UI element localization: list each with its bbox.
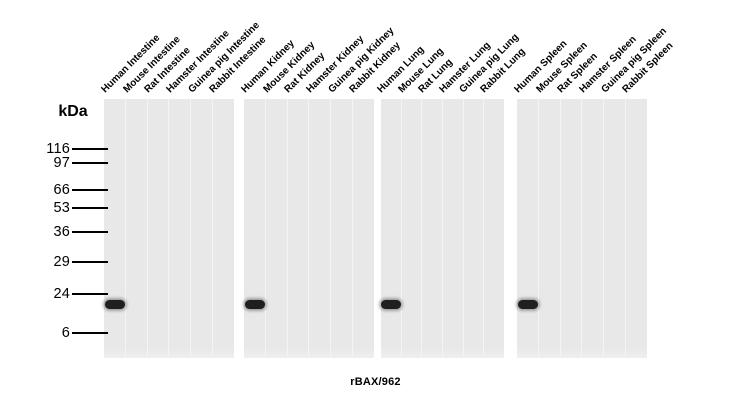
lane-guinea-pig-lung [462, 99, 484, 358]
lane-hamster-intestine [168, 99, 190, 358]
lane-mouse-kidney [264, 99, 287, 358]
lane-human-kidney [244, 99, 265, 358]
lane-mouse-lung [400, 99, 422, 358]
lane-guinea-pig-kidney [330, 99, 352, 358]
ladder-tick-97 [72, 162, 108, 164]
lane-hamster-kidney [308, 99, 330, 358]
lane-rat-spleen [559, 99, 582, 358]
ladder-marker-label-24: 24 [53, 286, 70, 302]
lane-rabbit-lung [483, 99, 504, 358]
lane-rabbit-kidney [352, 99, 374, 358]
lane-guinea-pig-spleen [603, 99, 625, 358]
lane-rat-kidney [286, 99, 309, 358]
ladder-tick-36 [72, 231, 108, 233]
protein-band-human-spleen [517, 300, 538, 309]
protein-band-human-lung [381, 300, 402, 309]
ladder-tick-6 [72, 332, 108, 334]
lane-mouse-intestine [124, 99, 147, 358]
gel-panel-spleen [517, 99, 647, 358]
lane-rat-intestine [146, 99, 169, 358]
lane-guinea-pig-intestine [190, 99, 212, 358]
ladder-tick-24 [72, 293, 108, 295]
antibody-label: rBAX/962 [350, 376, 401, 388]
ladder-marker-label-97: 97 [53, 155, 70, 171]
lane-rabbit-spleen [625, 99, 647, 358]
lane-rabbit-intestine [212, 99, 234, 358]
gel-panel-intestine [104, 99, 234, 358]
ladder-tick-66 [72, 189, 108, 191]
lane-hamster-spleen [581, 99, 603, 358]
kda-unit-label: kDa [58, 103, 88, 120]
ladder-marker-label-116: 116 [46, 141, 70, 157]
gel-panel-kidney [244, 99, 374, 358]
lane-human-intestine [104, 99, 125, 358]
ladder-tick-29 [72, 261, 108, 263]
ladder-tick-116 [72, 148, 108, 150]
protein-band-human-kidney [244, 300, 265, 309]
ladder-marker-label-29: 29 [53, 254, 70, 270]
lane-human-lung [381, 99, 401, 358]
lane-hamster-lung [442, 99, 463, 358]
gel-panel-lung [381, 99, 504, 358]
ladder-marker-label-66: 66 [53, 182, 70, 198]
ladder-marker-label-36: 36 [53, 224, 70, 240]
ladder-marker-label-6: 6 [61, 325, 70, 341]
lane-human-spleen [517, 99, 538, 358]
lane-rat-lung [421, 99, 442, 358]
protein-band-human-intestine [104, 300, 125, 309]
ladder-marker-label-53: 53 [53, 200, 70, 216]
lane-mouse-spleen [537, 99, 560, 358]
ladder-tick-53 [72, 207, 108, 209]
